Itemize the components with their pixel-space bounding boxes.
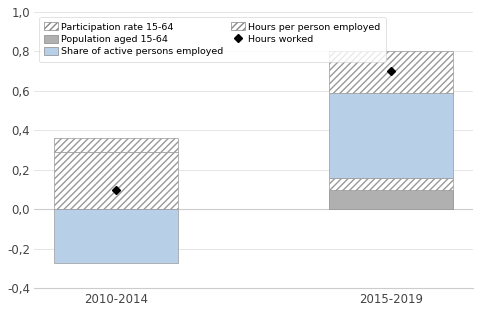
Bar — [329, 178, 453, 209]
Bar — [329, 93, 453, 178]
Bar — [329, 190, 453, 209]
Bar — [54, 209, 178, 263]
Bar — [54, 152, 178, 209]
Bar — [329, 51, 453, 93]
Bar — [54, 138, 178, 152]
Legend: Participation rate 15-64, Population aged 15-64, Share of active persons employe: Participation rate 15-64, Population age… — [39, 17, 386, 62]
